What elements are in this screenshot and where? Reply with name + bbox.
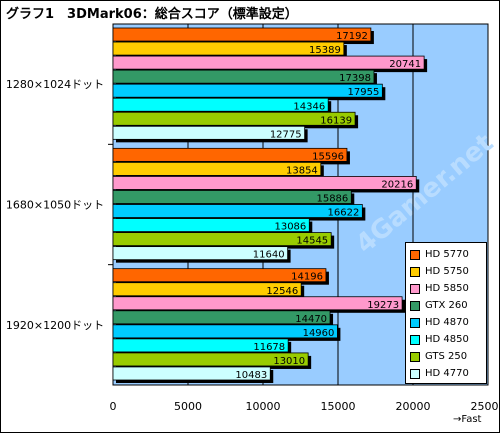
chart-title: グラフ1 3DMark06：総合スコア（標準設定）: [6, 7, 298, 22]
data-label: 15389: [309, 45, 341, 56]
data-label: 10483: [235, 370, 267, 381]
category-label: 1280×1024ドット: [6, 78, 104, 91]
legend-label: GTX 260: [425, 300, 468, 311]
bar: [112, 161, 322, 176]
legend-item: HD 5770: [410, 246, 486, 263]
legend-swatch: [410, 283, 420, 294]
x-axis-note: →Fast: [453, 414, 482, 425]
x-tick-label: 25000: [471, 400, 500, 413]
data-label: 14470: [295, 314, 327, 325]
legend-label: HD 4770: [425, 368, 469, 379]
legend-label: HD 5750: [425, 266, 469, 277]
legend-swatch: [410, 317, 420, 328]
bar: [112, 27, 372, 42]
legend-item: HD 5750: [410, 263, 486, 280]
data-labels: 17192 15389 20741 17398 17955 14346 16139 12775…: [235, 31, 421, 381]
bar: [112, 97, 329, 112]
data-label: 20741: [389, 59, 421, 70]
data-label: 14196: [291, 272, 323, 283]
bar: [112, 55, 425, 70]
legend-item: GTS 250: [410, 348, 486, 365]
bar: [112, 296, 403, 311]
data-label: 13086: [274, 222, 306, 233]
data-label: 17192: [336, 31, 368, 42]
legend-swatch: [410, 334, 420, 345]
data-label: 17955: [348, 87, 380, 98]
legend: HD 5770 HD 5750 HD 5850 GTX 260 HD 4870 HD 48…: [405, 242, 487, 384]
data-label: 14545: [296, 236, 328, 247]
bar: [112, 41, 345, 56]
data-label: 11640: [253, 250, 285, 261]
legend-item: HD 5850: [410, 280, 486, 297]
data-label: 15596: [312, 151, 344, 162]
legend-swatch: [410, 351, 420, 362]
bar: [112, 324, 338, 339]
category-label: 1920×1200ドット: [6, 319, 104, 332]
legend-label: HD 4870: [425, 317, 469, 328]
bar: [112, 282, 302, 297]
legend-swatch: [410, 266, 420, 277]
data-label: 11678: [253, 342, 285, 353]
legend-label: GTS 250: [425, 351, 468, 362]
category-label: 1680×1050ドット: [6, 199, 104, 212]
legend-swatch: [410, 300, 420, 311]
bar: [112, 147, 348, 162]
bar: [112, 268, 327, 283]
bar: [112, 69, 375, 84]
legend-item: GTX 260: [410, 297, 486, 314]
legend-item: HD 4770: [410, 365, 486, 382]
data-label: 13854: [286, 165, 318, 176]
bar: [112, 190, 352, 204]
data-label: 16139: [320, 115, 352, 126]
x-tick-label: 15000: [321, 400, 356, 413]
legend-label: HD 5770: [425, 249, 469, 260]
data-label: 14346: [293, 101, 325, 112]
bar: [112, 111, 356, 126]
bars: [112, 27, 428, 383]
data-label: 12775: [270, 129, 302, 140]
x-tick-label: 5000: [174, 400, 202, 413]
data-label: 16622: [328, 208, 360, 219]
legend-label: HD 4850: [425, 334, 469, 345]
legend-swatch: [410, 368, 420, 379]
bar: [112, 125, 306, 140]
bar: [112, 232, 332, 247]
legend-swatch: [410, 249, 420, 260]
bar: [112, 83, 383, 98]
x-tick-labels: 0 5000 10000 15000 20000 25000: [110, 400, 500, 413]
data-label: 20216: [381, 179, 413, 190]
bar: [112, 176, 417, 190]
data-label: 15886: [316, 194, 348, 205]
data-label: 14960: [303, 328, 335, 339]
legend-item: HD 4850: [410, 331, 486, 348]
legend-item: HD 4870: [410, 314, 486, 331]
data-label: 13010: [273, 356, 305, 367]
data-label: 17398: [339, 73, 371, 84]
legend-label: HD 5850: [425, 283, 469, 294]
bar: [112, 352, 309, 367]
x-tick-label: 20000: [396, 400, 431, 413]
x-tick-label: 0: [110, 400, 117, 413]
bar: [112, 310, 331, 325]
bar: [112, 366, 271, 381]
bar: [112, 338, 289, 353]
bar: [112, 218, 310, 232]
data-label: 12546: [266, 286, 298, 297]
category-labels: 1280×1024ドット 1680×1050ドット 1920×1200ドット: [6, 78, 104, 332]
bar: [112, 204, 363, 218]
x-tick-label: 10000: [246, 400, 281, 413]
data-label: 19273: [367, 300, 399, 311]
bar: [112, 246, 289, 261]
